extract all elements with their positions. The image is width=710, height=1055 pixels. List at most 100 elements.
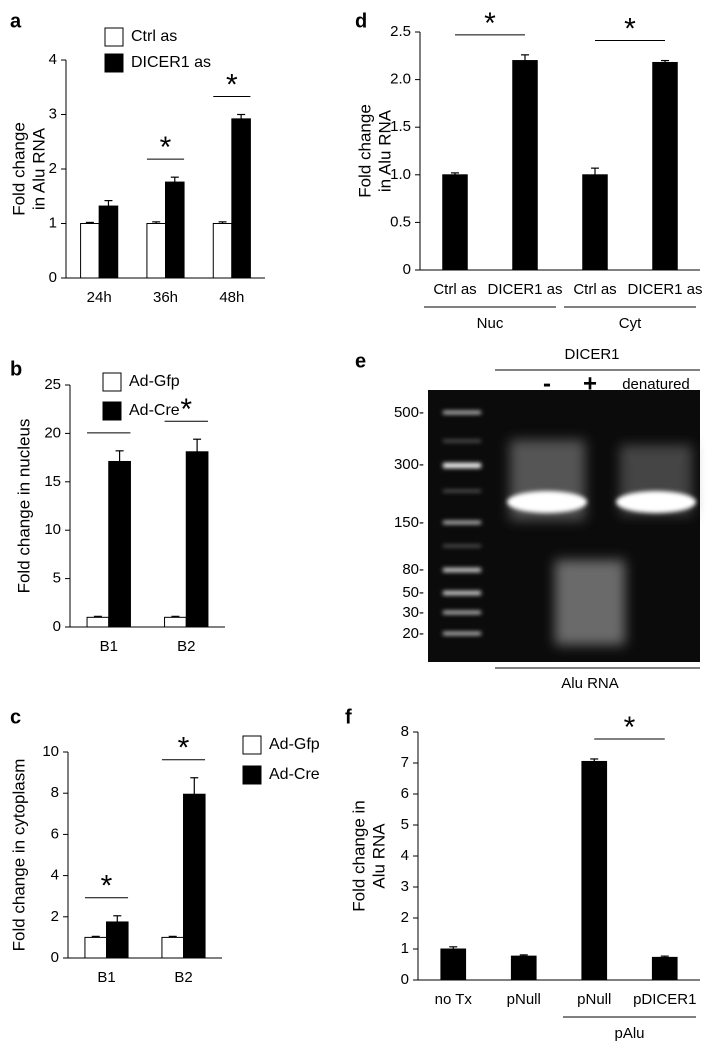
- group-label: Nuc: [477, 315, 504, 332]
- x-tick-label: DICER1 as: [627, 281, 702, 298]
- lane-label: +: [583, 370, 597, 397]
- bar: [582, 174, 608, 271]
- y-tick-label: 25: [44, 376, 61, 393]
- x-tick-label: DICER1 as: [487, 281, 562, 298]
- significance-star: *: [484, 7, 496, 40]
- gel-footer: Alu RNA: [561, 675, 619, 692]
- panel-letter: f: [345, 706, 352, 728]
- y-tick-label: 2: [51, 908, 59, 925]
- y-tick-label: 0: [403, 261, 411, 278]
- y-axis-label: in Alu RNA: [29, 127, 48, 210]
- legend-label: Ad-Gfp: [269, 736, 320, 753]
- panel-letter: c: [10, 706, 21, 728]
- gel-image: [428, 390, 700, 662]
- y-tick-label: 0: [51, 949, 59, 966]
- y-tick-label: 5: [53, 570, 61, 587]
- panel-letter: d: [355, 10, 367, 32]
- y-axis-label: Fold change in nucleus: [14, 419, 33, 594]
- x-tick-label: 48h: [219, 289, 244, 306]
- legend-swatch: [104, 53, 124, 73]
- bar: [161, 936, 185, 959]
- legend-label: Ctrl as: [131, 28, 177, 45]
- bar: [652, 61, 678, 271]
- significance-star: *: [180, 393, 192, 426]
- bar: [510, 955, 537, 981]
- gel-header: DICER1: [564, 346, 619, 363]
- x-tick-label: Ctrl as: [573, 281, 616, 298]
- x-tick-label: pNull: [577, 991, 611, 1008]
- bar: [185, 451, 209, 628]
- marker-label: 80-: [402, 561, 424, 578]
- x-tick-label: B1: [97, 969, 115, 986]
- marker-label: 50-: [402, 584, 424, 601]
- y-tick-label: 6: [401, 785, 409, 802]
- y-tick-label: 20: [44, 424, 61, 441]
- bar: [212, 223, 233, 279]
- bar: [440, 948, 467, 981]
- y-tick-label: 3: [49, 105, 57, 122]
- bar: [442, 174, 468, 271]
- legend-label: DICER1 as: [131, 54, 211, 71]
- y-tick-label: 0: [401, 971, 409, 988]
- x-tick-label: B2: [174, 969, 192, 986]
- marker-label: 300-: [394, 456, 424, 473]
- legend-label: Ad-Gfp: [129, 373, 180, 390]
- bar: [84, 936, 108, 959]
- panel-letter: e: [355, 350, 366, 372]
- legend-swatch: [102, 372, 122, 392]
- y-tick-label: 4: [49, 51, 57, 68]
- y-tick-label: 0: [53, 618, 61, 635]
- significance-star: *: [226, 68, 238, 101]
- bar: [651, 956, 678, 981]
- y-axis-label: Fold change: [355, 104, 374, 198]
- marker-label: 500-: [394, 404, 424, 421]
- y-tick-label: 5: [401, 816, 409, 833]
- legend-label: Ad-Cre: [269, 766, 320, 783]
- x-tick-label: B2: [177, 638, 195, 655]
- bar: [106, 921, 129, 959]
- bar: [512, 60, 538, 271]
- lane-label: -: [543, 370, 551, 397]
- significance-star: *: [178, 732, 190, 765]
- x-tick-label: B1: [100, 638, 118, 655]
- group-label: pAlu: [614, 1025, 644, 1042]
- y-tick-label: 3: [401, 878, 409, 895]
- y-tick-label: 8: [401, 723, 409, 740]
- y-tick-label: 7: [401, 754, 409, 771]
- y-axis-label: Fold change in: [349, 800, 368, 912]
- x-tick-label: pNull: [507, 991, 541, 1008]
- y-tick-label: 2: [49, 160, 57, 177]
- legend-swatch: [242, 765, 262, 785]
- y-tick-label: 1.5: [390, 118, 411, 135]
- y-tick-label: 8: [51, 784, 59, 801]
- bar: [581, 760, 608, 981]
- group-label: Cyt: [619, 315, 642, 332]
- panel-letter: b: [10, 358, 22, 380]
- significance-star: *: [160, 131, 172, 164]
- y-tick-label: 10: [44, 521, 61, 538]
- y-tick-label: 2.5: [390, 23, 411, 40]
- y-axis-label: Fold change: [9, 122, 28, 216]
- bar: [165, 181, 185, 279]
- y-tick-label: 10: [42, 743, 59, 760]
- bar: [108, 460, 131, 628]
- lane-label: denatured: [622, 376, 690, 393]
- marker-label: 30-: [402, 604, 424, 621]
- legend-swatch: [242, 735, 262, 755]
- y-tick-label: 2.0: [390, 71, 411, 88]
- marker-label: 150-: [394, 514, 424, 531]
- significance-star: *: [101, 870, 113, 903]
- y-tick-label: 2: [401, 909, 409, 926]
- bar: [98, 205, 119, 279]
- y-axis-label: Fold change in cytoplasm: [9, 759, 28, 952]
- bar: [231, 118, 251, 279]
- bar: [86, 616, 110, 628]
- bar: [80, 223, 100, 279]
- x-tick-label: pDICER1: [633, 991, 696, 1008]
- legend-swatch: [102, 401, 122, 421]
- panel-letter: a: [10, 10, 22, 32]
- y-tick-label: 4: [51, 867, 59, 884]
- y-tick-label: 15: [44, 473, 61, 490]
- x-tick-label: Ctrl as: [433, 281, 476, 298]
- bar: [164, 616, 187, 628]
